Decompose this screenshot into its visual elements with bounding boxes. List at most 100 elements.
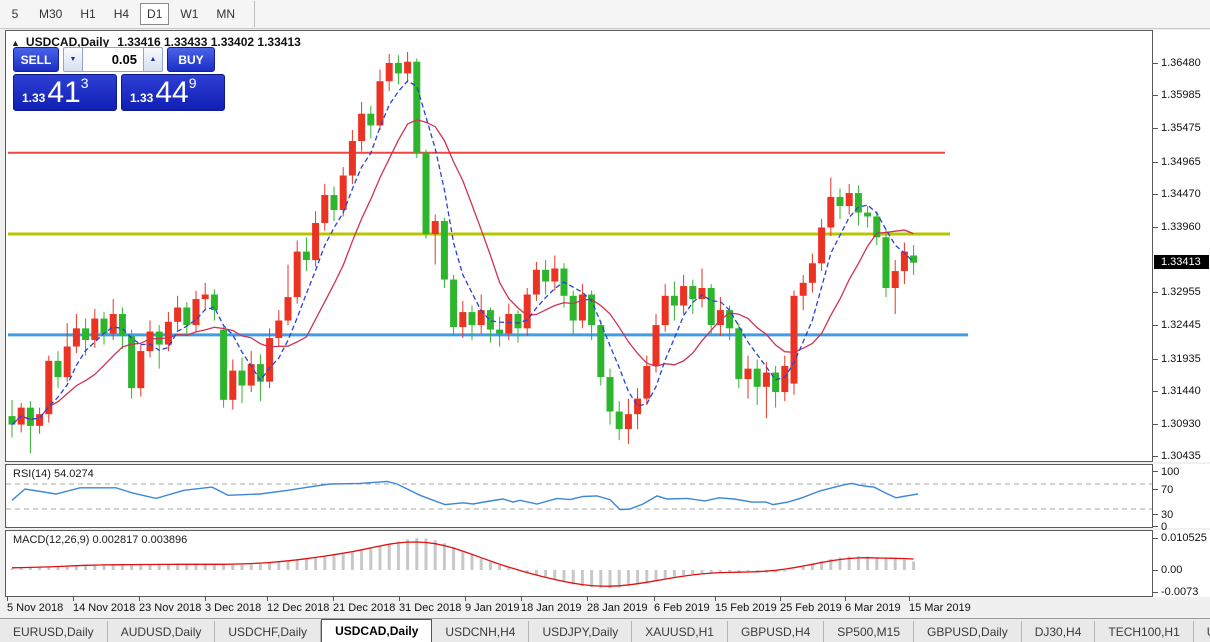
candle-body xyxy=(8,416,16,425)
candle-body xyxy=(118,314,126,337)
price-chart-panel[interactable]: ▲ USDCAD,Daily 1.33416 1.33433 1.33402 1.3… xyxy=(5,30,1153,462)
timeframe-button-d1[interactable]: D1 xyxy=(140,3,170,25)
price-tick-label: 1.35985 xyxy=(1161,89,1201,102)
candle-body xyxy=(82,328,90,341)
chart-header: ▲ USDCAD,Daily 1.33416 1.33433 1.33402 1.3… xyxy=(11,35,301,49)
price-tick-mark xyxy=(1153,456,1158,458)
candle-body xyxy=(63,346,71,378)
chart-tab-tech100-h1[interactable]: TECH100,H1 xyxy=(1095,621,1194,642)
price-tick-mark xyxy=(1153,292,1158,294)
candle-body xyxy=(293,251,301,298)
timeframe-button-w1[interactable]: W1 xyxy=(180,7,199,21)
date-tick-mark xyxy=(399,597,400,601)
candlestick-chart[interactable] xyxy=(6,31,1152,461)
timeframe-button-h4[interactable]: H4 xyxy=(113,7,130,21)
macd-tick-mark xyxy=(1153,538,1158,539)
date-tick-mark xyxy=(715,597,716,601)
rsi-indicator-panel[interactable]: RSI(14) 54.0274 xyxy=(5,464,1153,528)
macd-indicator-panel[interactable]: MACD(12,26,9) 0.002817 0.003896 xyxy=(5,530,1153,597)
price-tick-label: 1.32445 xyxy=(1161,319,1201,332)
buy-price-pips: 44 xyxy=(155,76,189,110)
chart-tab-xauusd-h1[interactable]: XAUUSD,H1 xyxy=(632,621,728,642)
chart-tab-gbpusd-daily[interactable]: GBPUSD,Daily xyxy=(914,621,1022,642)
volume-input[interactable] xyxy=(83,47,143,72)
candle-body xyxy=(413,61,421,153)
candle-body xyxy=(275,320,283,339)
rsi-tick-label: 70 xyxy=(1161,484,1174,496)
chart-tab-sp500-m15[interactable]: SP500,M15 xyxy=(824,621,915,642)
candle-body xyxy=(551,268,559,282)
rsi-tick-label: 30 xyxy=(1161,509,1174,521)
candle-body xyxy=(818,227,826,264)
macd-tick-label: -0.0073 xyxy=(1161,586,1199,599)
chart-tab-gbpusd-h4[interactable]: GBPUSD,H4 xyxy=(728,621,825,642)
timeframe-button-h1[interactable]: H1 xyxy=(80,7,96,21)
price-tick-mark xyxy=(1153,161,1158,163)
candle-body xyxy=(588,294,596,326)
chart-tab-usdcad-daily[interactable]: USDCAD,Daily xyxy=(321,619,433,642)
date-label: 15 Mar 2019 xyxy=(909,602,971,614)
candle-body xyxy=(376,81,384,126)
volume-increase-button[interactable]: ▲ xyxy=(143,47,163,72)
candle-body xyxy=(891,271,899,289)
rsi-axis[interactable]: 100 70 30 0 xyxy=(1153,464,1210,533)
candle-body xyxy=(394,63,402,74)
current-price-badge: 1.33413 xyxy=(1154,255,1209,270)
sell-button[interactable]: SELL xyxy=(13,47,59,72)
sell-price-display[interactable]: 1.33 41 3 xyxy=(13,74,117,111)
date-label: 15 Feb 2019 xyxy=(715,602,777,614)
candle-body xyxy=(302,251,310,261)
slow-ma-line xyxy=(11,119,914,426)
chart-tab-usdcnh-h4[interactable]: USDCNH,H4 xyxy=(432,621,530,642)
timeframe-button-5[interactable]: 5 xyxy=(11,7,19,21)
chart-tab-eurusd-daily[interactable]: EURUSD,Daily xyxy=(0,621,108,642)
chart-tab-dj30-h4[interactable]: DJ30,H4 xyxy=(1022,621,1096,642)
date-label: 21 Dec 2018 xyxy=(333,602,396,614)
date-tick-mark xyxy=(780,597,781,601)
candle-body xyxy=(72,328,80,347)
collapse-trade-panel-icon[interactable]: ▲ xyxy=(11,38,20,48)
candle-body xyxy=(109,314,117,334)
date-tick-mark xyxy=(333,597,334,601)
price-tick-label: 1.33960 xyxy=(1161,220,1201,233)
candle-body xyxy=(146,331,154,352)
candle-body xyxy=(808,263,816,283)
buy-price-display[interactable]: 1.33 44 9 xyxy=(121,74,225,111)
volume-decrease-button[interactable]: ▼ xyxy=(63,47,83,72)
candle-body xyxy=(689,286,697,300)
date-tick-mark xyxy=(267,597,268,601)
rsi-label: RSI(14) 54.0274 xyxy=(13,468,94,480)
toolbar-separator xyxy=(254,1,256,27)
price-tick-label: 1.30435 xyxy=(1161,450,1201,463)
candle-body xyxy=(900,251,908,272)
candle-body xyxy=(238,370,246,386)
chart-tab-audusd-daily[interactable]: AUDUSD,Daily xyxy=(108,621,216,642)
date-tick-mark xyxy=(7,597,8,601)
timeframe-button-mn[interactable]: MN xyxy=(216,7,236,21)
candle-body xyxy=(367,113,375,126)
date-axis[interactable]: 5 Nov 2018 14 Nov 2018 23 Nov 2018 3 Dec 20… xyxy=(5,597,1210,617)
candle-body xyxy=(505,314,513,334)
chart-tab-usdjpy-daily[interactable]: USDJPY,Daily xyxy=(529,621,633,642)
date-label: 9 Jan 2019 xyxy=(465,602,520,614)
candle-body xyxy=(781,366,789,393)
candle-body xyxy=(496,329,504,334)
candle-body xyxy=(358,113,366,142)
candle-body xyxy=(661,295,669,326)
timeframe-button-m30[interactable]: M30 xyxy=(39,7,63,21)
rsi-tick-mark xyxy=(1153,489,1158,490)
chart-tab-bar: EURUSD,Daily AUDUSD,Daily USDCHF,Daily USDC… xyxy=(0,618,1210,642)
candle-body xyxy=(799,282,807,296)
buy-button[interactable]: BUY xyxy=(167,47,215,72)
chart-tab-usdchf-daily[interactable]: USDCHF,Daily xyxy=(215,621,322,642)
candle-body xyxy=(339,175,347,210)
candle-body xyxy=(680,286,688,306)
candle-body xyxy=(45,360,53,415)
macd-axis[interactable]: 0.010525 0.00 -0.0073 xyxy=(1153,530,1210,599)
price-axis[interactable]: 1.36480 1.35985 1.35475 1.34965 1.34470 1.339… xyxy=(1153,30,1210,462)
candle-body xyxy=(128,336,136,389)
chart-tab-ukc[interactable]: UKC xyxy=(1194,621,1210,642)
candle-body xyxy=(882,237,890,289)
candle-body xyxy=(597,325,605,378)
candle-body xyxy=(624,414,632,430)
